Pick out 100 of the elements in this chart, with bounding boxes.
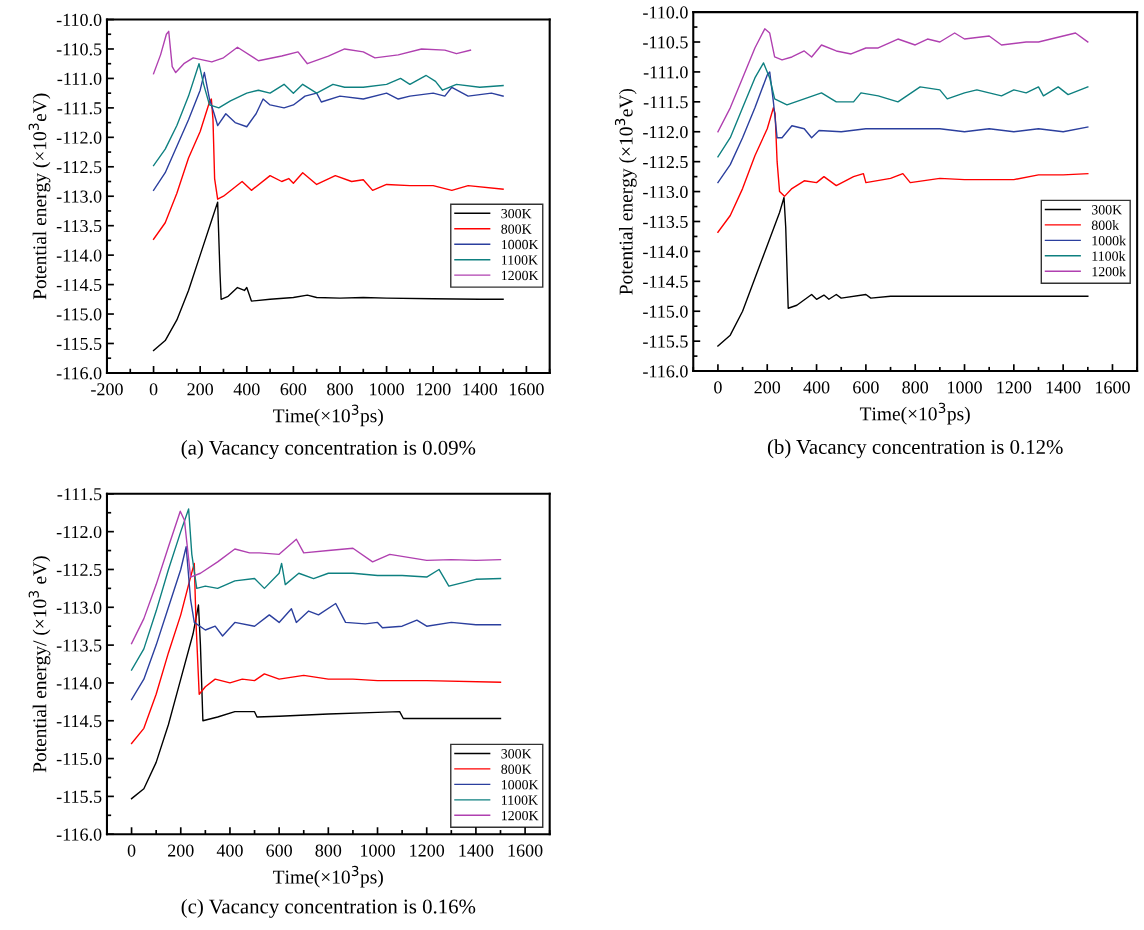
y-tick-label: -113.5 <box>56 219 102 233</box>
legend-label: 800K <box>501 224 532 234</box>
line-series <box>130 510 502 645</box>
y-axis-title: Potential energy (×10$^{3}$eV) <box>614 88 637 295</box>
y-tick-label: -116.0 <box>56 828 102 841</box>
y-tick-label: -110.5 <box>643 36 688 49</box>
x-tick-label: 0 <box>127 844 136 857</box>
line-series <box>152 71 504 192</box>
x-tick-label: 1400 <box>1046 381 1081 394</box>
y-tick-label: -114.5 <box>56 715 102 728</box>
y-tick-label: -115.5 <box>56 790 102 803</box>
y-tick-label: -112.5 <box>56 563 102 576</box>
legend-label: 1100K <box>501 795 538 805</box>
y-tick-label: -111.5 <box>643 96 688 109</box>
legend-label: 1100K <box>501 255 538 265</box>
y-tick-label: -114.0 <box>56 677 102 690</box>
line-series <box>717 71 1089 184</box>
x-tick-label: 1000 <box>361 844 395 857</box>
x-tick-label: 1200 <box>410 844 445 857</box>
x-tick-label: 1600 <box>509 383 544 396</box>
legend-label: 1200K <box>501 810 539 821</box>
legend-label: 1200K <box>501 270 539 281</box>
text: (b) Vacancy concentration is 0.12% <box>767 439 1063 459</box>
line-series <box>717 196 1089 347</box>
x-tick-label: 1600 <box>508 844 543 857</box>
line-series <box>130 562 502 745</box>
legend-label: 1200k <box>1092 266 1127 277</box>
text: (a) Vacancy concentration is 0.09% <box>181 440 476 460</box>
x-tick-label: 600 <box>266 844 292 857</box>
y-tick-label: -112.0 <box>56 131 102 144</box>
line-series <box>152 30 472 75</box>
y-tick-label: -112.5 <box>56 161 102 174</box>
line-series <box>130 546 502 701</box>
x-tick-label: 1000 <box>370 383 404 396</box>
x-tick-label: 600 <box>853 381 879 394</box>
y-tick-label: -113.0 <box>56 190 102 203</box>
x-axis-title: Time(×10$^{3}$ps) <box>859 402 970 425</box>
line-series <box>130 604 502 800</box>
y-tick-label: -115.0 <box>56 752 102 766</box>
x-tick-label: 800 <box>315 844 342 857</box>
y-tick-label: -114.5 <box>56 278 102 292</box>
text: (c) Vacancy concentration is 0.16% <box>181 898 476 918</box>
legend-label: 300K <box>1091 205 1123 215</box>
y-tick-label: -114.0 <box>56 249 102 262</box>
x-tick-label: 400 <box>216 844 243 857</box>
legend-label: 1100k <box>1092 251 1126 261</box>
x-tick-label: 400 <box>233 383 260 396</box>
x-tick-label: 200 <box>168 844 194 857</box>
line-series <box>152 63 504 167</box>
y-axis-title: Potential energy/ (×10$^{3}$ eV) <box>28 556 51 773</box>
x-tick-label: 1000 <box>948 381 982 394</box>
y-tick-label: -116.0 <box>56 367 102 380</box>
y-tick-label: -111.0 <box>57 72 102 85</box>
y-tick-label: -114.0 <box>643 245 688 258</box>
legend-label: 1000k <box>1092 235 1127 246</box>
legend-label: 1000K <box>501 239 539 250</box>
y-tick-label: -113.0 <box>56 601 102 614</box>
line-series <box>717 107 1089 233</box>
x-tick-label: 0 <box>714 381 722 394</box>
x-axis-title: Time(×10$^{3}$ps) <box>273 865 383 888</box>
x-tick-label: 1200 <box>416 383 451 396</box>
x-tick-label: 1400 <box>463 383 498 396</box>
y-tick-label: -113.5 <box>56 639 102 652</box>
y-tick-label: -111.5 <box>57 102 102 115</box>
x-axis-title: Time(×10$^{3}$ps) <box>273 404 383 427</box>
y-tick-label: -112.5 <box>643 155 688 169</box>
x-tick-label: 1400 <box>459 844 494 857</box>
legend-label: 1000K <box>501 779 539 790</box>
x-tick-label: 800 <box>327 383 353 396</box>
x-tick-label: 400 <box>803 381 830 394</box>
x-tick-label: 600 <box>280 383 307 396</box>
y-tick-label: -110.5 <box>56 43 102 56</box>
y-axis-title: Potential energy (×10$^{3}$eV) <box>28 93 51 300</box>
line-series <box>717 62 1089 158</box>
x-tick-label: 800 <box>902 381 929 394</box>
y-tick-label: -112.0 <box>56 525 102 539</box>
legend-label: 800k <box>1091 220 1120 230</box>
line-series <box>717 28 1089 133</box>
y-tick-label: -115.5 <box>643 335 688 348</box>
y-tick-label: -111.5 <box>57 488 102 501</box>
y-tick-label: -110.0 <box>56 13 102 27</box>
x-tick-label: 200 <box>187 383 214 396</box>
x-tick-label: 1600 <box>1096 381 1130 394</box>
y-tick-label: -113.5 <box>643 215 688 229</box>
legend-label: 800K <box>501 764 532 774</box>
x-tick-label: 0 <box>149 383 158 396</box>
y-tick-label: -112.0 <box>643 126 688 139</box>
x-tick-label: 1200 <box>997 381 1032 394</box>
x-tick-label: -200 <box>91 383 123 396</box>
y-tick-label: -115.0 <box>643 305 688 318</box>
legend-label: 300K <box>501 749 532 759</box>
x-tick-label: 200 <box>754 381 781 394</box>
y-tick-label: -114.5 <box>643 275 688 288</box>
legend-label: 300K <box>501 208 532 219</box>
y-tick-label: -115.0 <box>56 308 102 321</box>
y-tick-label: -113.0 <box>643 185 688 199</box>
y-tick-label: -115.5 <box>56 337 102 350</box>
y-tick-label: -116.0 <box>643 365 688 378</box>
line-series <box>130 508 502 671</box>
y-tick-label: -110.0 <box>643 6 688 19</box>
